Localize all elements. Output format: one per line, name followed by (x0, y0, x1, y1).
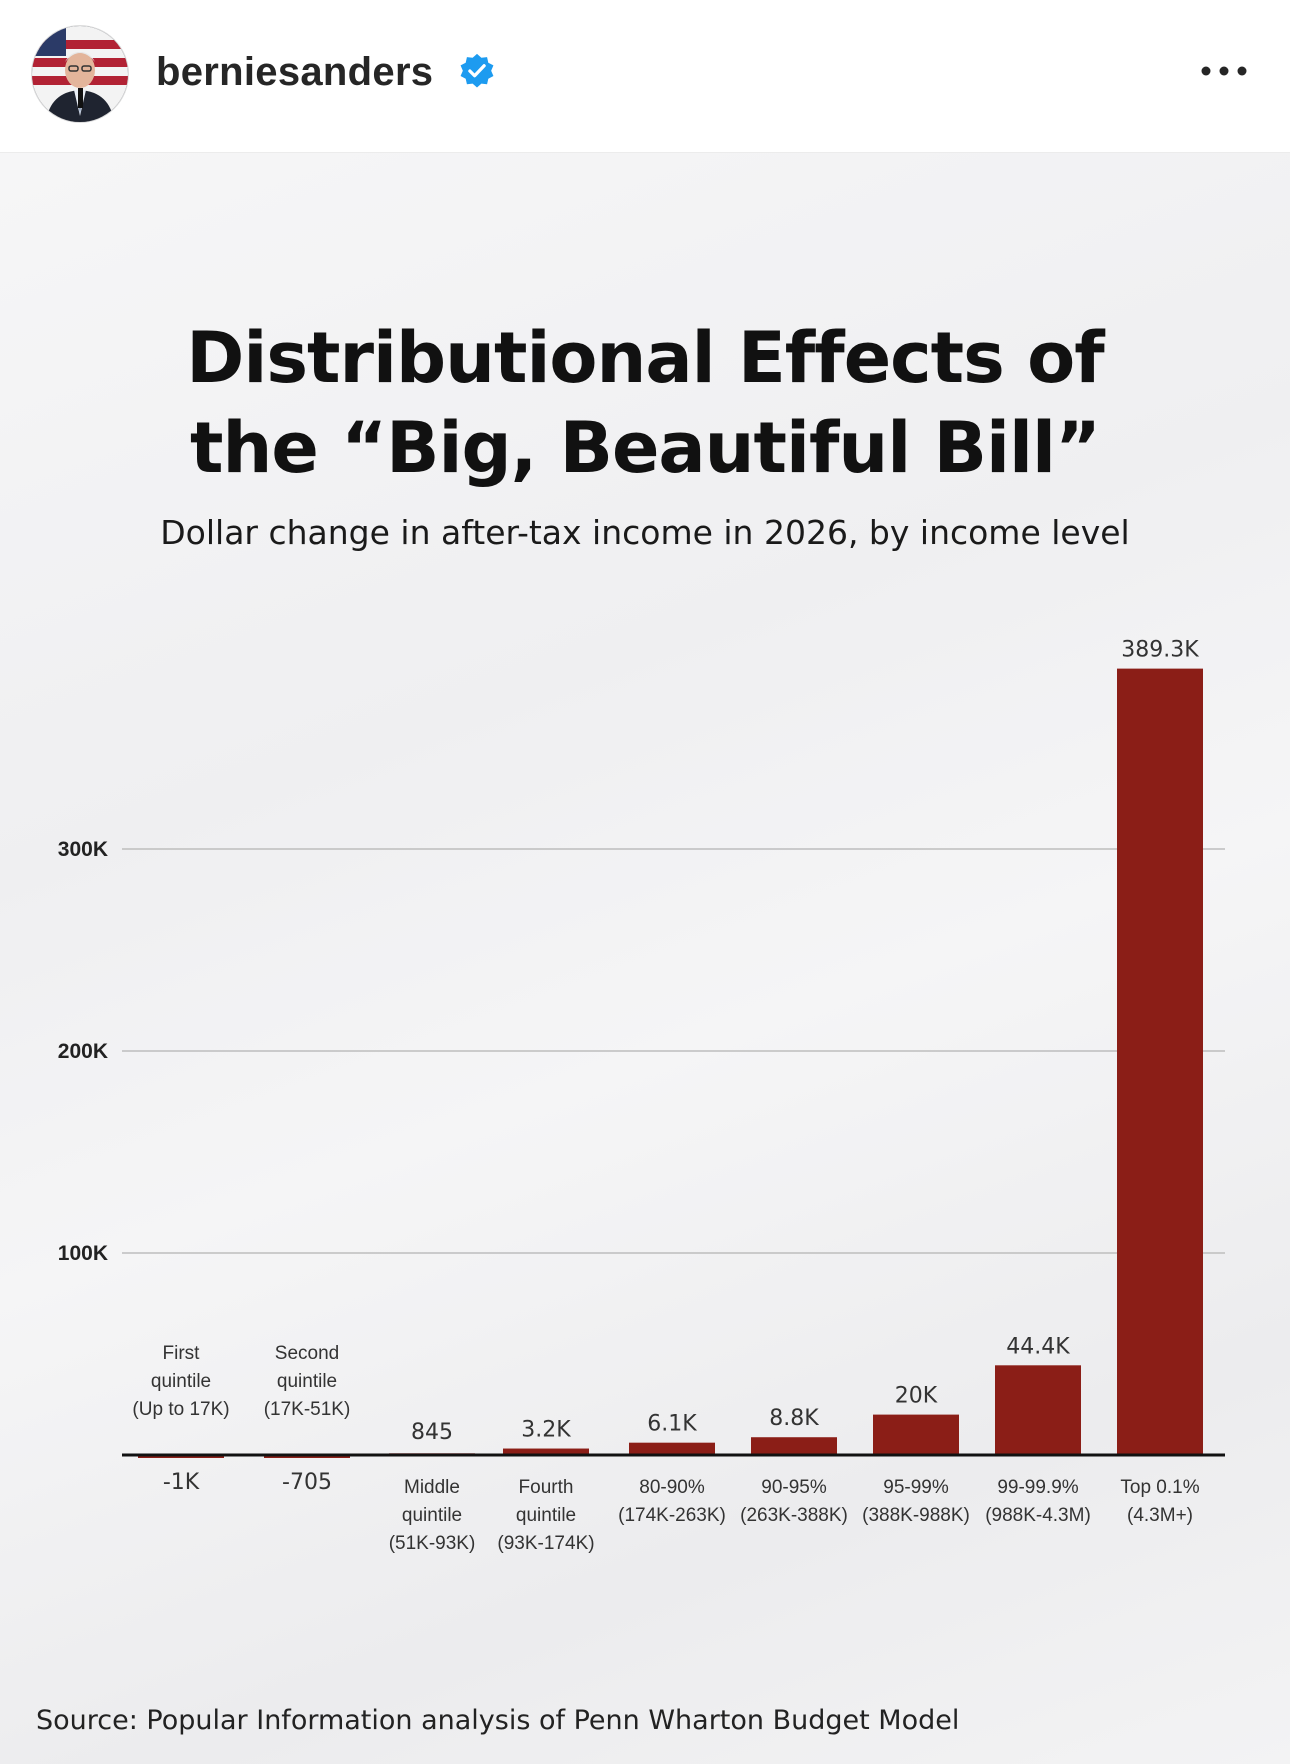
data-label: 389.3K (1121, 638, 1199, 663)
post-image: Distributional Effects of the “Big, Beau… (0, 153, 1290, 1764)
data-label: 3.2K (521, 1418, 571, 1443)
data-label: 20K (895, 1384, 938, 1409)
category-label: (51K-93K) (389, 1533, 476, 1554)
data-label: -705 (282, 1470, 332, 1495)
category-label: (Up to 17K) (132, 1399, 229, 1420)
bar (751, 1437, 837, 1455)
bar (873, 1414, 959, 1455)
category-label: 80-90% (639, 1477, 705, 1498)
source-note: Source: Popular Information analysis of … (36, 1705, 960, 1736)
category-label: Fourth (519, 1477, 574, 1498)
username[interactable]: berniesanders (156, 50, 434, 94)
chart-title-line2: the “Big, Beautiful Bill” (190, 407, 1101, 489)
category-label: quintile (151, 1371, 211, 1392)
bar (503, 1448, 589, 1455)
bar (629, 1442, 715, 1455)
category-label: (988K-4.3M) (985, 1505, 1091, 1526)
category-label: Middle (404, 1477, 460, 1498)
y-tick-label: 200K (58, 1040, 108, 1063)
data-label: 44.4K (1006, 1334, 1070, 1359)
category-label: quintile (402, 1505, 462, 1526)
category-label: 90-95% (761, 1477, 827, 1498)
chart-title: Distributional Effects of the “Big, Beau… (0, 313, 1290, 493)
post-header: berniesanders (0, 0, 1290, 153)
category-label: (93K-174K) (497, 1533, 594, 1554)
category-label: First (163, 1343, 201, 1364)
category-label: Second (275, 1343, 339, 1364)
data-label: 8.8K (769, 1406, 819, 1431)
category-label: (263K-388K) (740, 1505, 848, 1526)
y-tick-label: 100K (58, 1242, 108, 1265)
bar (995, 1365, 1081, 1455)
category-label: quintile (277, 1371, 337, 1392)
category-label: (4.3M+) (1127, 1505, 1193, 1526)
data-label: 845 (411, 1420, 453, 1445)
category-label: (17K-51K) (264, 1399, 351, 1420)
chart-subtitle: Dollar change in after-tax income in 202… (160, 513, 1130, 552)
category-label: (174K-263K) (618, 1505, 726, 1526)
y-tick-label: 300K (58, 838, 108, 861)
bar-chart: 100K 200K 300K -1K -705 845 3.2K 6.1K 8.8K 20K 44.… (58, 638, 1225, 1554)
category-label: 95-99% (883, 1477, 949, 1498)
category-label: (388K-988K) (862, 1505, 970, 1526)
more-options-icon[interactable] (1196, 56, 1252, 86)
category-label: Top 0.1% (1120, 1477, 1199, 1498)
data-label: -1K (163, 1470, 200, 1495)
verified-badge-icon (460, 53, 494, 88)
bar (1117, 668, 1203, 1455)
chart-title-line1: Distributional Effects of (186, 317, 1104, 399)
category-label: 99-99.9% (997, 1477, 1078, 1498)
profile-avatar[interactable] (32, 26, 128, 122)
data-label: 6.1K (647, 1412, 697, 1437)
avatar-image (32, 26, 128, 122)
category-label: quintile (516, 1505, 576, 1526)
